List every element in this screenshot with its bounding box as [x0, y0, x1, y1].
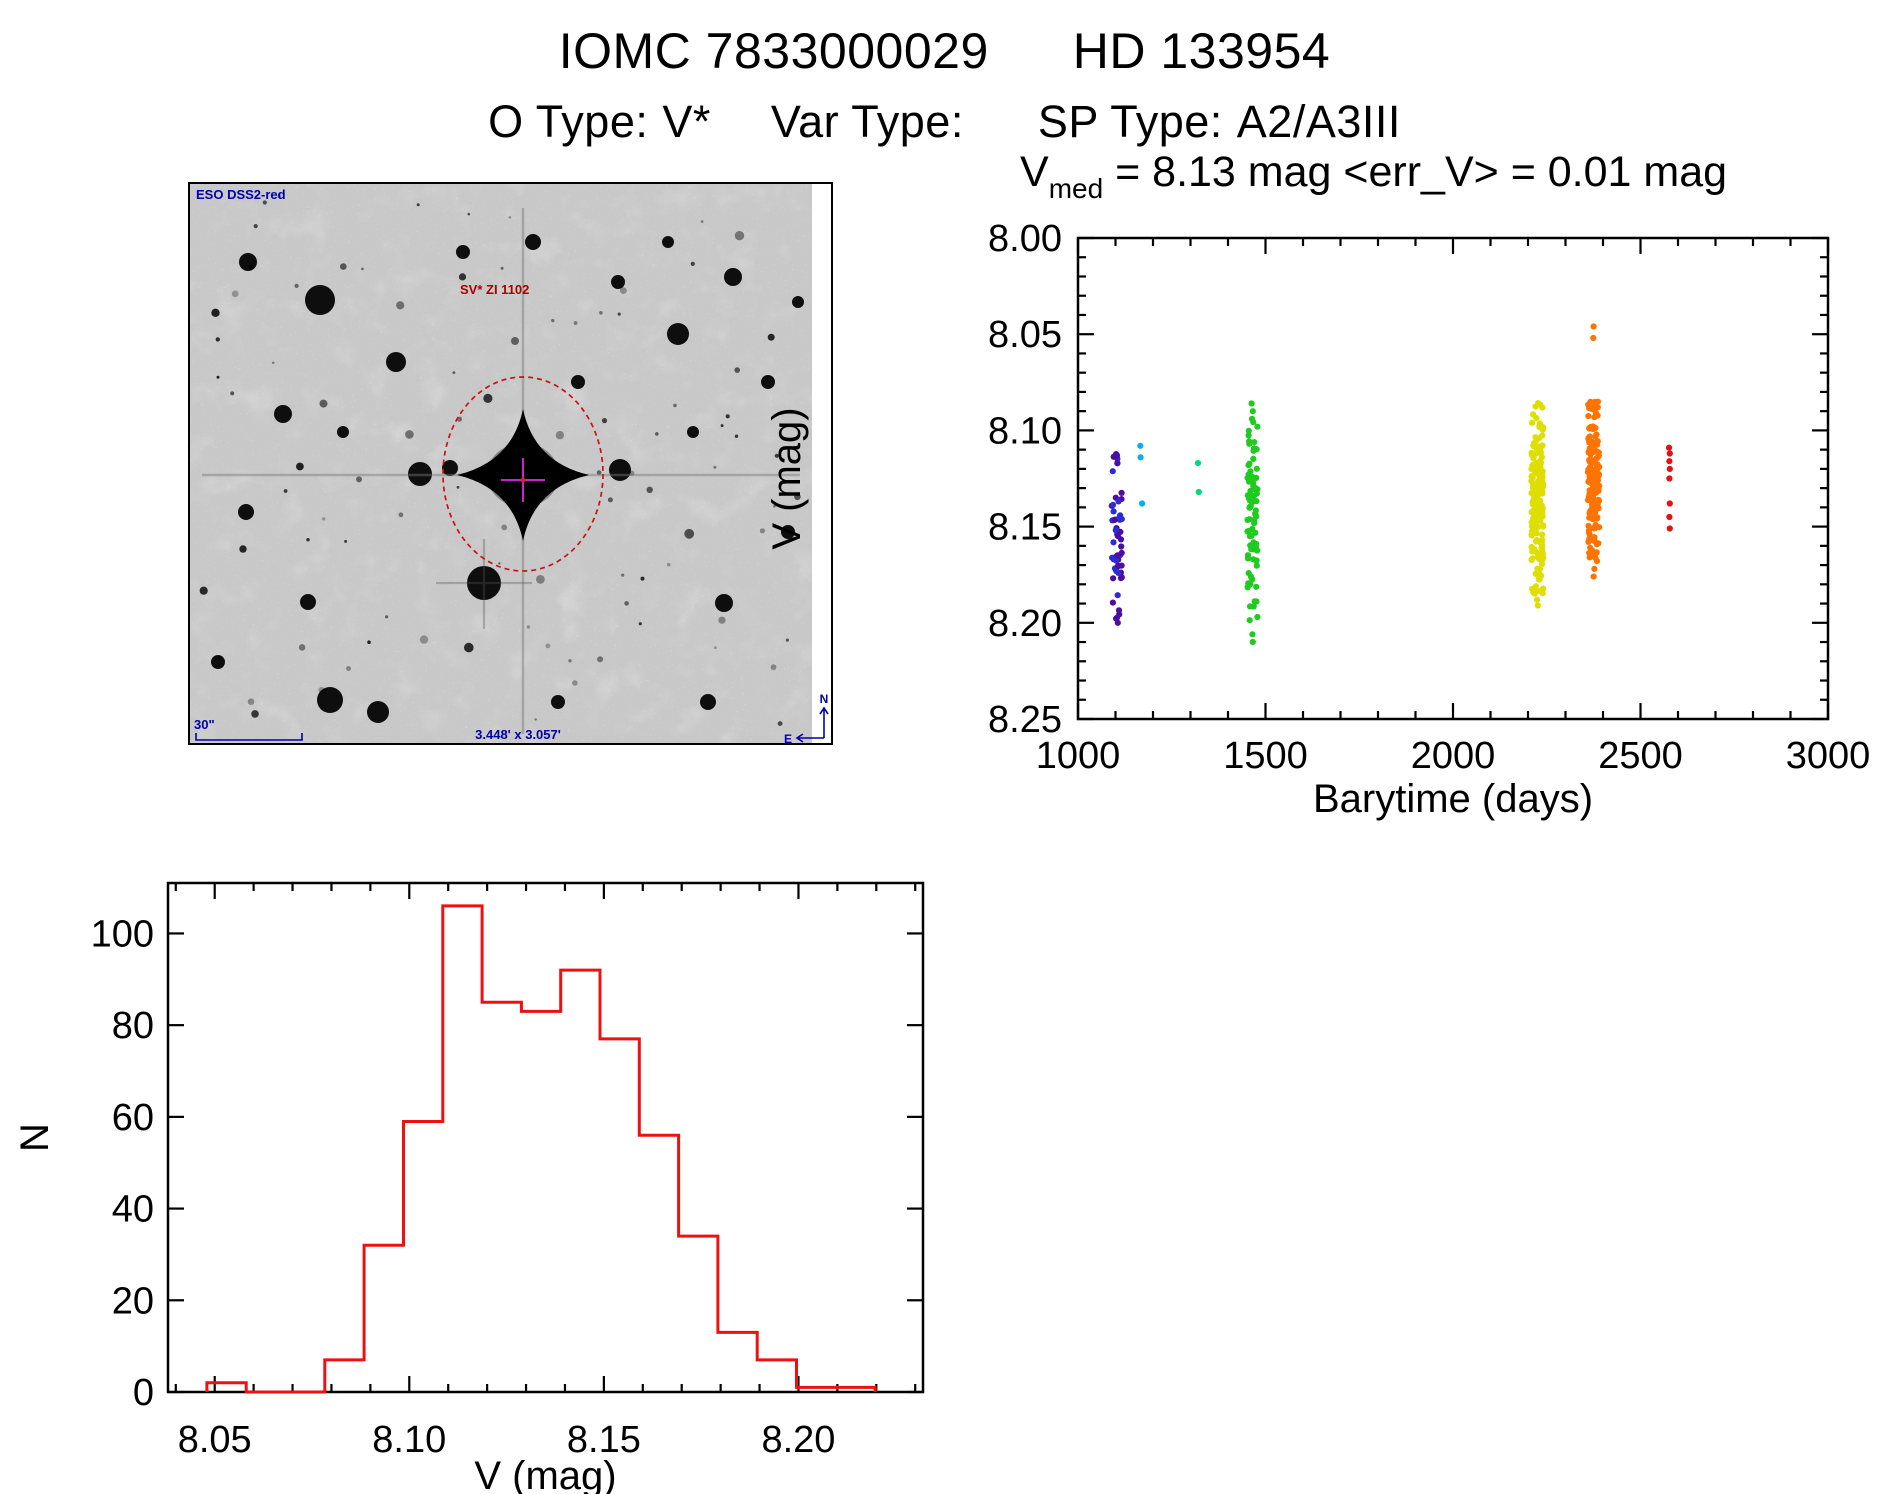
scatter-points-epoch-5 — [1528, 400, 1547, 609]
scatter-ytick-label: 8.05 — [988, 314, 1062, 356]
scatter-xtick-label: 1500 — [1223, 735, 1308, 777]
scatter-points-epoch-2 — [1137, 442, 1146, 507]
compass — [795, 706, 829, 743]
bright-stars — [211, 234, 804, 723]
scalebar — [195, 733, 303, 741]
background-stars — [199, 194, 801, 726]
histogram-ytick-label: 100 — [91, 913, 154, 955]
histogram-xtick-label: 8.05 — [178, 1419, 252, 1461]
otype-value: V* — [662, 96, 711, 147]
scatter-xtick-label: 2000 — [1411, 735, 1496, 777]
scatter-points-epoch-7 — [1665, 444, 1673, 532]
histogram-yaxis-title: N — [13, 1123, 57, 1152]
histogram-xtick-label: 8.20 — [761, 1419, 835, 1461]
scatter-frame — [1076, 236, 1830, 721]
scatter-xtick-label: 2500 — [1598, 735, 1683, 777]
scatter-xaxis-title: Barytime (days) — [1313, 777, 1593, 821]
scatter-xtick-label: 3000 — [1786, 735, 1871, 777]
histogram-ytick-label: 80 — [112, 1005, 154, 1047]
scatter-points-epoch-3 — [1194, 460, 1202, 496]
histogram-ytick-label: 60 — [112, 1097, 154, 1139]
scatter-points-epoch-1 — [1108, 451, 1125, 626]
scalebar-label: 30" — [194, 717, 215, 732]
vartype-label: Var Type: — [770, 96, 964, 147]
catalog-id: IOMC 7833000029 — [558, 23, 989, 79]
scatter-ytick-label: 8.15 — [988, 507, 1062, 549]
starfield-frame — [188, 182, 833, 745]
vmed-stats-line: Vmed = 8.13 mag <err_V> = 0.01 mag — [1020, 148, 1727, 204]
secondary-star-spikes — [436, 539, 532, 629]
page-subtitle: O Type: V* Var Type: SP Type: A2/A3III — [0, 96, 1889, 148]
scatter-ytick-label: 8.25 — [988, 699, 1062, 741]
fov-label: 3.448' x 3.057' — [475, 727, 561, 742]
starfield-finding-chart: ESO DSS2-red SV* ZI 1102 30" 3.448' x 3.057… — [188, 182, 833, 746]
histogram-bars — [205, 904, 877, 1394]
compass-north-label: N — [820, 692, 829, 706]
histogram-ytick-label: 20 — [112, 1280, 154, 1322]
histogram-ytick-label: 40 — [112, 1189, 154, 1231]
otype-label: O Type: — [488, 96, 649, 147]
compass-east-label: E — [784, 732, 792, 746]
scatter-ytick-label: 8.20 — [988, 603, 1062, 645]
scatter-points-epoch-6 — [1584, 323, 1603, 580]
sptype-value: A2/A3III — [1236, 96, 1401, 147]
survey-label: ESO DSS2-red — [196, 187, 286, 202]
target-name-label: SV* ZI 1102 — [460, 282, 529, 297]
histogram-xaxis-title: V (mag) — [474, 1454, 616, 1494]
scatter-ytick-label: 8.00 — [988, 218, 1062, 260]
star-id: HD 133954 — [1072, 23, 1331, 79]
sptype-label: SP Type: — [1037, 96, 1223, 147]
scatter-points-epoch-4 — [1244, 400, 1261, 646]
scatter-yaxis-title: V (mag) — [765, 407, 809, 549]
histogram-xtick-label: 8.15 — [567, 1419, 641, 1461]
histogram-frame — [166, 881, 925, 1394]
scatter-xtick-label: 1000 — [1036, 735, 1121, 777]
histogram-ticks — [168, 883, 923, 1394]
target-center-dot — [520, 477, 526, 483]
scatter-ticks — [1076, 236, 1830, 721]
target-marker-circle — [442, 376, 604, 572]
page-title: IOMC 7833000029 HD 133954 — [0, 22, 1889, 80]
histogram-ytick-label: 0 — [133, 1372, 154, 1414]
histogram-xtick-label: 8.10 — [372, 1419, 446, 1461]
scatter-ytick-label: 8.10 — [988, 410, 1062, 452]
